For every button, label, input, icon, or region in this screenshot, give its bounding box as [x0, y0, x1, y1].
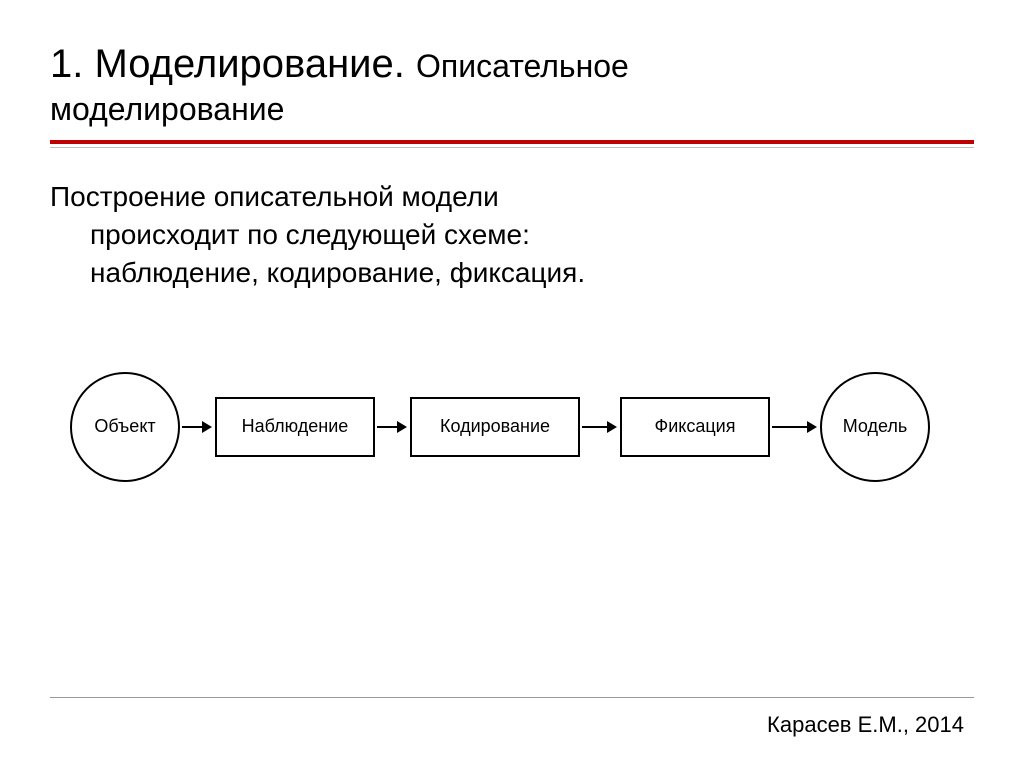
title-underline: [50, 140, 974, 148]
flow-node-encode: Кодирование: [410, 397, 580, 457]
arrow-head-icon: [202, 421, 212, 433]
arrow-head-icon: [807, 421, 817, 433]
arrow-observe-encode: [377, 421, 407, 433]
arrow-fix-model: [772, 421, 817, 433]
flowchart: Объект Наблюдение Кодирование Фиксация Модел…: [50, 352, 974, 492]
footer-text: Карасев Е.М., 2014: [767, 712, 964, 738]
body-line1: Построение описательной модели: [50, 178, 974, 216]
arrow-line: [582, 426, 607, 428]
arrow-object-observe: [182, 421, 212, 433]
title-line2: моделирование: [50, 90, 974, 128]
arrow-line: [182, 426, 202, 428]
title-part2: Описательное: [416, 48, 629, 84]
flow-node-fix: Фиксация: [620, 397, 770, 457]
flow-node-object: Объект: [70, 372, 180, 482]
arrow-head-icon: [397, 421, 407, 433]
body-line3: наблюдение, кодирование, фиксация.: [50, 254, 974, 292]
gray-underline: [50, 147, 974, 148]
body-line2: происходит по следующей схеме:: [50, 216, 974, 254]
title-block: 1. Моделирование. Описательное моделиров…: [50, 40, 974, 148]
arrow-encode-fix: [582, 421, 617, 433]
body-text: Построение описательной модели происходи…: [50, 178, 974, 291]
arrow-line: [377, 426, 397, 428]
red-underline: [50, 140, 974, 144]
flow-node-observe: Наблюдение: [215, 397, 375, 457]
arrow-line: [772, 426, 807, 428]
title-part1: 1. Моделирование.: [50, 42, 405, 86]
title-line1: 1. Моделирование. Описательное: [50, 40, 974, 88]
arrow-head-icon: [607, 421, 617, 433]
slide-container: 1. Моделирование. Описательное моделиров…: [0, 0, 1024, 768]
footer-divider: [50, 697, 974, 698]
flow-node-model: Модель: [820, 372, 930, 482]
